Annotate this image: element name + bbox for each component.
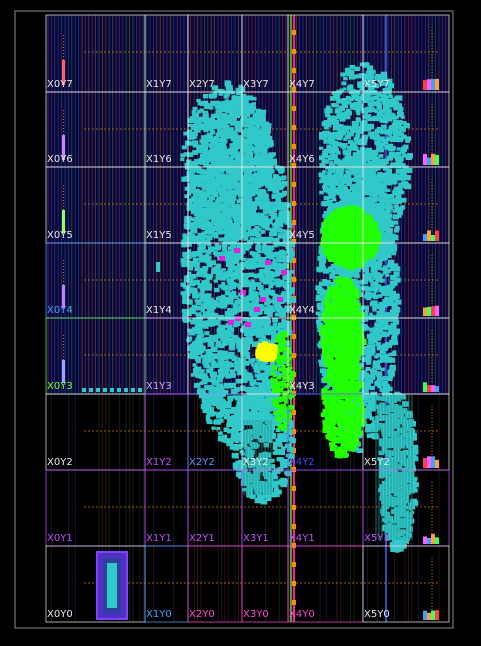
spine-marker <box>292 30 296 35</box>
spine-marker <box>292 163 296 168</box>
region-utilization-bars <box>423 27 439 620</box>
resource-bar <box>62 360 65 383</box>
spine-marker <box>292 277 296 282</box>
spine-marker <box>292 144 296 149</box>
spine-marker <box>292 239 296 244</box>
spine-marker <box>292 334 296 339</box>
placement-green <box>270 205 382 459</box>
placement-magenta <box>219 248 287 327</box>
spine-marker <box>292 562 296 567</box>
spine-marker <box>292 600 296 605</box>
spine-marker <box>292 581 296 586</box>
resource-bar <box>62 135 65 160</box>
spine-marker <box>292 505 296 510</box>
spine-marker <box>292 524 296 529</box>
spine-marker <box>292 315 296 320</box>
spine-marker <box>292 87 296 92</box>
spine-marker <box>292 125 296 130</box>
clock-region-grid <box>45 14 450 623</box>
spine-marker <box>292 486 296 491</box>
spine-marker <box>292 429 296 434</box>
spine-marker <box>292 68 296 73</box>
spine-marker <box>292 410 296 415</box>
resource-bar <box>62 60 65 85</box>
io-block-inner <box>107 563 117 608</box>
spine-marker <box>292 543 296 548</box>
resource-bar <box>62 285 65 308</box>
spine-marker <box>292 106 296 111</box>
spine-marker <box>292 258 296 263</box>
resource-bar <box>62 210 65 233</box>
spine-marker <box>292 49 296 54</box>
spine-marker <box>292 220 296 225</box>
device-frame <box>14 10 454 629</box>
spine-marker <box>292 467 296 472</box>
spine-marker <box>292 353 296 358</box>
spine-marker <box>292 201 296 206</box>
spine-marker <box>292 182 296 187</box>
placement-yellow <box>255 341 278 362</box>
